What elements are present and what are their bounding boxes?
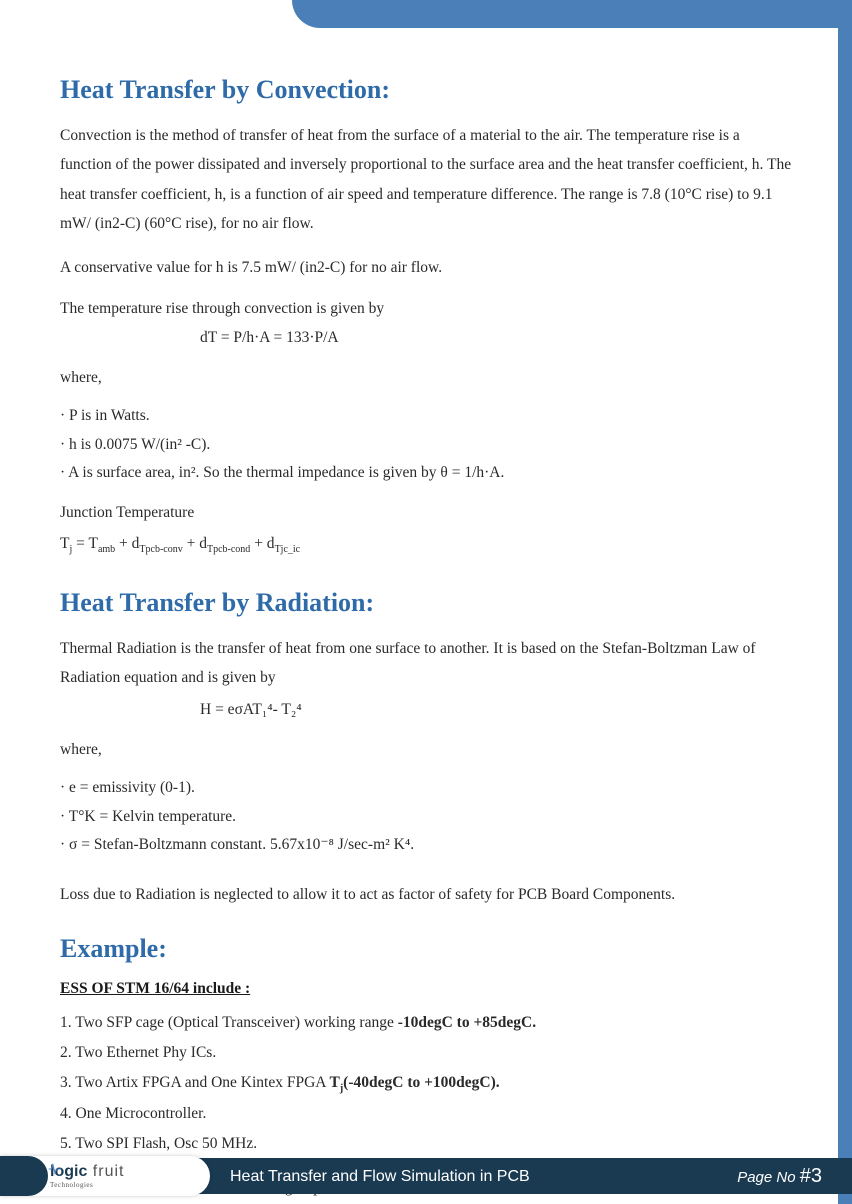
junction-temp-equation: Tj = Tamb + dTpcb-conv + dTpcb-cond + dT… — [60, 531, 792, 558]
convection-heading: Heat Transfer by Convection: — [60, 75, 792, 105]
radiation-where: where, — [60, 737, 792, 763]
example-ess-label: ESS OF STM 16/64 include : — [60, 980, 792, 998]
convection-bullet-1: · P is in Watts. — [60, 403, 792, 429]
right-accent-bar — [838, 0, 852, 1204]
junction-temp-label: Junction Temperature — [60, 500, 792, 526]
convection-para-3: The temperature rise through convection … — [60, 296, 792, 322]
radiation-para-2: Loss due to Radiation is neglected to al… — [60, 880, 792, 909]
page-footer: logic fruit Technologies Heat Transfer a… — [0, 1154, 852, 1204]
example-item-3: 3. Two Artix FPGA and One Kintex FPGA Tj… — [60, 1068, 792, 1099]
example-item-4: 4. One Microcontroller. — [60, 1099, 792, 1129]
example-item-2: 2. Two Ethernet Phy ICs. — [60, 1038, 792, 1068]
radiation-bullet-1: · e = emissivity (0-1). — [60, 775, 792, 801]
convection-bullet-3: · A is surface area, in². So the thermal… — [60, 460, 792, 486]
example-item-1: 1. Two SFP cage (Optical Transceiver) wo… — [60, 1008, 792, 1038]
convection-formula: dT = P/h·A = 133·P/A — [60, 325, 792, 351]
convection-bullet-2: · h is 0.0075 W/(in² -C). — [60, 432, 792, 458]
radiation-bullet-2: · T°K = Kelvin temperature. — [60, 804, 792, 830]
convection-para-2: A conservative value for h is 7.5 mW/ (i… — [60, 253, 792, 282]
radiation-bullet-3: · σ = Stefan-Boltzmann constant. 5.67x10… — [60, 832, 792, 858]
radiation-para-1: Thermal Radiation is the transfer of hea… — [60, 634, 792, 693]
convection-where: where, — [60, 365, 792, 391]
logo-curve — [0, 1156, 48, 1196]
radiation-formula: H = eσAT₁⁴- T₂⁴ — [60, 697, 792, 723]
top-accent-bar — [292, 0, 852, 28]
radiation-heading: Heat Transfer by Radiation: — [60, 588, 792, 618]
convection-para-1: Convection is the method of transfer of … — [60, 121, 792, 239]
footer-doc-title: Heat Transfer and Flow Simulation in PCB — [230, 1168, 530, 1186]
example-heading: Example: — [60, 934, 792, 964]
page-number: Page No #3 — [737, 1165, 822, 1188]
page-content: Heat Transfer by Convection: Convection … — [0, 0, 852, 1203]
pulse-icon — [48, 1162, 62, 1176]
